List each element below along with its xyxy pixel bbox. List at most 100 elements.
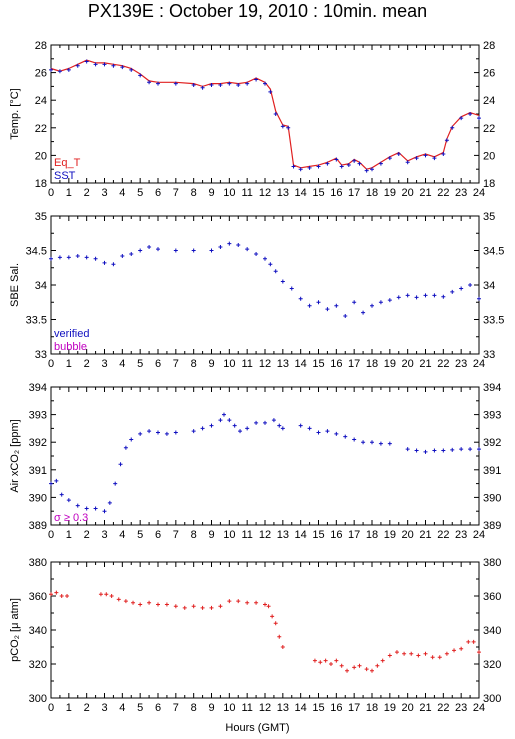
- y-tick-label: 33.5: [26, 315, 47, 327]
- x-tick-label: 22: [437, 702, 449, 714]
- y-tick-label: 34.5: [26, 246, 47, 258]
- data-point: [113, 481, 118, 486]
- data-point: [396, 152, 401, 157]
- data-point: [387, 441, 392, 446]
- data-point: [370, 440, 374, 445]
- y-tick-label: 380: [29, 557, 47, 569]
- y-tick-label-right: 18: [483, 178, 495, 190]
- data-point: [409, 651, 414, 656]
- data-point: [57, 69, 62, 74]
- x-tick-label: 2: [84, 529, 90, 541]
- data-point: [65, 594, 70, 598]
- data-point: [477, 447, 481, 452]
- data-point: [120, 65, 125, 70]
- x-tick-label: 19: [384, 529, 396, 541]
- data-point: [325, 161, 330, 166]
- data-point: [291, 164, 296, 169]
- x-tick-label: 1: [66, 358, 72, 370]
- legend-item: SST: [54, 170, 76, 182]
- data-point: [123, 445, 128, 450]
- data-point: [200, 426, 205, 431]
- data-point: [370, 303, 374, 308]
- data-point: [343, 434, 348, 439]
- x-tick-label: 0: [48, 187, 54, 199]
- data-point: [156, 81, 160, 86]
- y-tick-label-right: 34: [483, 280, 495, 292]
- data-point: [414, 448, 419, 453]
- y-tick-label-right: 26: [483, 68, 495, 80]
- x-tick-label: 14: [295, 529, 307, 541]
- data-point: [111, 262, 116, 267]
- data-point: [352, 665, 357, 670]
- data-point: [200, 605, 205, 610]
- data-point: [414, 295, 419, 300]
- data-point: [361, 440, 366, 445]
- data-point: [405, 160, 410, 165]
- data-point: [316, 300, 321, 305]
- y-tick-label: 24: [35, 95, 47, 107]
- data-point: [218, 83, 223, 88]
- data-point: [323, 658, 328, 663]
- data-point: [263, 420, 267, 425]
- data-point: [221, 412, 226, 417]
- data-point: [432, 448, 437, 453]
- x-tick-label: 8: [191, 529, 197, 541]
- data-point: [147, 80, 152, 85]
- y-tick-label-right: 22: [483, 123, 495, 135]
- x-tick-label: 9: [208, 702, 214, 714]
- x-tick-label: 23: [455, 187, 467, 199]
- data-point: [263, 602, 267, 607]
- y-tick-label-right: 34.5: [483, 246, 504, 258]
- data-point: [459, 116, 464, 121]
- y-tick-label-right: 390: [483, 492, 501, 504]
- data-point: [173, 81, 178, 86]
- data-point: [200, 85, 205, 90]
- x-tick-label: 0: [48, 358, 54, 370]
- data-point: [54, 590, 59, 595]
- x-tick-label: 4: [119, 187, 125, 199]
- data-point: [361, 310, 366, 315]
- x-tick-label: 9: [208, 187, 214, 199]
- data-point: [123, 599, 128, 604]
- chart-title: PX139E : October 19, 2010 : 10min. mean: [87, 1, 428, 21]
- data-point: [173, 604, 178, 609]
- y-axis-label: Air xCO₂ [ppm]: [9, 419, 21, 492]
- data-point: [298, 167, 303, 172]
- data-point: [66, 67, 71, 72]
- x-tick-label: 23: [455, 702, 467, 714]
- x-tick-label: 3: [101, 529, 107, 541]
- data-point: [218, 245, 223, 250]
- data-point: [352, 300, 357, 305]
- legend-item: verified: [54, 328, 89, 340]
- y-tick-label-right: 393: [483, 410, 501, 422]
- data-point: [102, 260, 107, 265]
- x-tick-label: 11: [241, 358, 252, 370]
- data-point: [138, 73, 143, 78]
- data-point: [109, 594, 114, 598]
- data-point: [387, 298, 392, 303]
- x-tick-label: 5: [137, 358, 143, 370]
- x-tick-label: 21: [419, 187, 431, 199]
- x-tick-label: 14: [295, 187, 307, 199]
- data-point: [325, 307, 330, 312]
- data-point: [227, 81, 232, 86]
- data-point: [280, 645, 285, 649]
- data-point: [66, 498, 71, 503]
- y-tick-label: 33: [35, 349, 47, 361]
- data-point: [156, 430, 160, 435]
- panel-1: 0 1 2 3 4 5 6 7 8 9 10 11 12 13 14 15 16 17 18 19 20 21 22 23 24…: [9, 40, 495, 199]
- data-point: [271, 418, 276, 423]
- data-point: [227, 418, 232, 423]
- x-tick-label: 18: [366, 702, 378, 714]
- data-point: [459, 447, 464, 452]
- x-tick-label: 11: [241, 187, 252, 199]
- x-tick-label: 14: [295, 358, 307, 370]
- data-point: [254, 420, 259, 425]
- data-point: [396, 295, 401, 300]
- data-point: [93, 62, 98, 67]
- data-point: [450, 447, 455, 452]
- data-point: [191, 604, 196, 609]
- data-point: [280, 124, 285, 129]
- data-point: [102, 509, 107, 514]
- y-tick-label: 340: [29, 625, 47, 637]
